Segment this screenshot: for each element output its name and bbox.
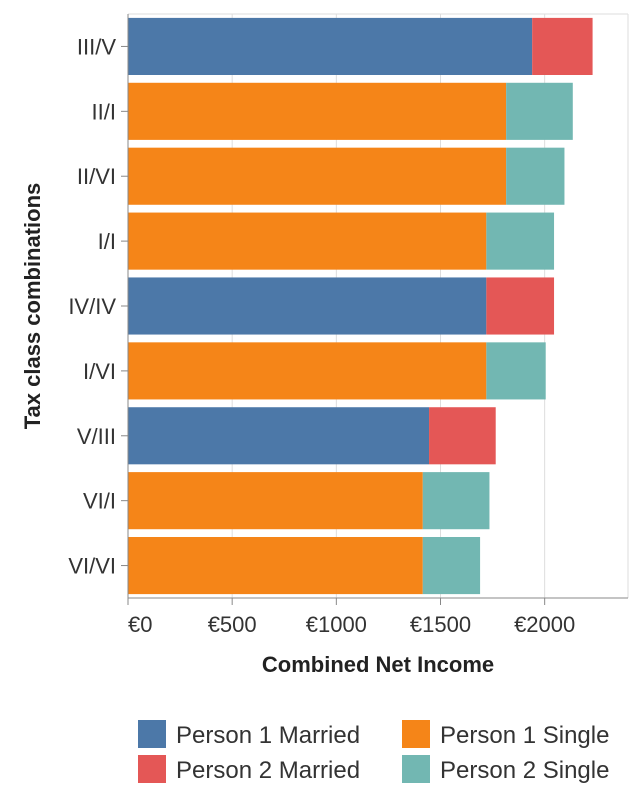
legend-swatch-person-2-single — [402, 755, 430, 783]
bar-i-vi-person-1-single — [128, 342, 487, 400]
bar-vi-i-person-2-single — [422, 472, 490, 530]
bar-ii-i-person-1-single — [128, 82, 507, 140]
bar-ii-vi-person-1-single — [128, 147, 507, 205]
y-tick-label: I/VI — [83, 359, 116, 384]
x-tick-label: €0 — [128, 612, 152, 637]
y-axis-title: Tax class combinations — [20, 183, 45, 430]
x-tick-label: €1500 — [410, 612, 471, 637]
x-axis-title: Combined Net Income — [262, 652, 494, 677]
y-tick-label: VI/I — [83, 489, 116, 514]
bar-ii-vi-person-2-single — [506, 147, 565, 205]
x-axis: €0 €500 €1000 €1500 €2000 — [127, 597, 628, 637]
bar-i-i-person-1-single — [128, 212, 487, 270]
bar-vi-vi-person-2-single — [422, 537, 481, 595]
legend-swatch-person-1-married — [138, 720, 166, 748]
legend-label-person-1-married: Person 1 Married — [176, 722, 360, 749]
y-tick-label: II/VI — [77, 164, 116, 189]
y-tick-label: VI/VI — [68, 554, 116, 579]
y-tick-label: V/III — [77, 424, 116, 449]
legend-swatch-person-1-single — [402, 720, 430, 748]
legend-swatch-person-2-married — [138, 755, 166, 783]
legend-label-person-2-single: Person 2 Single — [440, 757, 609, 784]
bar-ii-i-person-2-single — [506, 82, 573, 140]
legend: Person 1 Married Person 1 Single Person 2 … — [138, 720, 609, 784]
y-axis: III/V II/I II/VI I/I IV/IV I/VI V/III VI/I VI/VI — [68, 14, 129, 598]
bar-vi-i-person-1-single — [128, 472, 423, 530]
x-tick-label: €500 — [208, 612, 257, 637]
bar-iii-v-person-1-married — [128, 17, 533, 75]
bar-i-i-person-2-single — [486, 212, 555, 270]
legend-label-person-1-single: Person 1 Single — [440, 722, 609, 749]
y-tick-label: IV/IV — [68, 294, 116, 319]
bar-v-iii-person-2-married — [429, 407, 496, 465]
bar-i-vi-person-2-single — [486, 342, 546, 400]
bars — [128, 17, 593, 595]
y-tick-label: II/I — [92, 99, 116, 124]
bar-iii-v-person-2-married — [532, 17, 593, 75]
bar-iv-iv-person-1-married — [128, 277, 487, 335]
bar-vi-vi-person-1-single — [128, 537, 423, 595]
y-tick-label: III/V — [77, 34, 116, 59]
x-tick-label: €2000 — [514, 612, 575, 637]
bar-v-iii-person-1-married — [128, 407, 430, 465]
bar-iv-iv-person-2-married — [486, 277, 555, 335]
legend-label-person-2-married: Person 2 Married — [176, 757, 360, 784]
y-tick-label: I/I — [98, 229, 116, 254]
x-tick-label: €1000 — [306, 612, 367, 637]
